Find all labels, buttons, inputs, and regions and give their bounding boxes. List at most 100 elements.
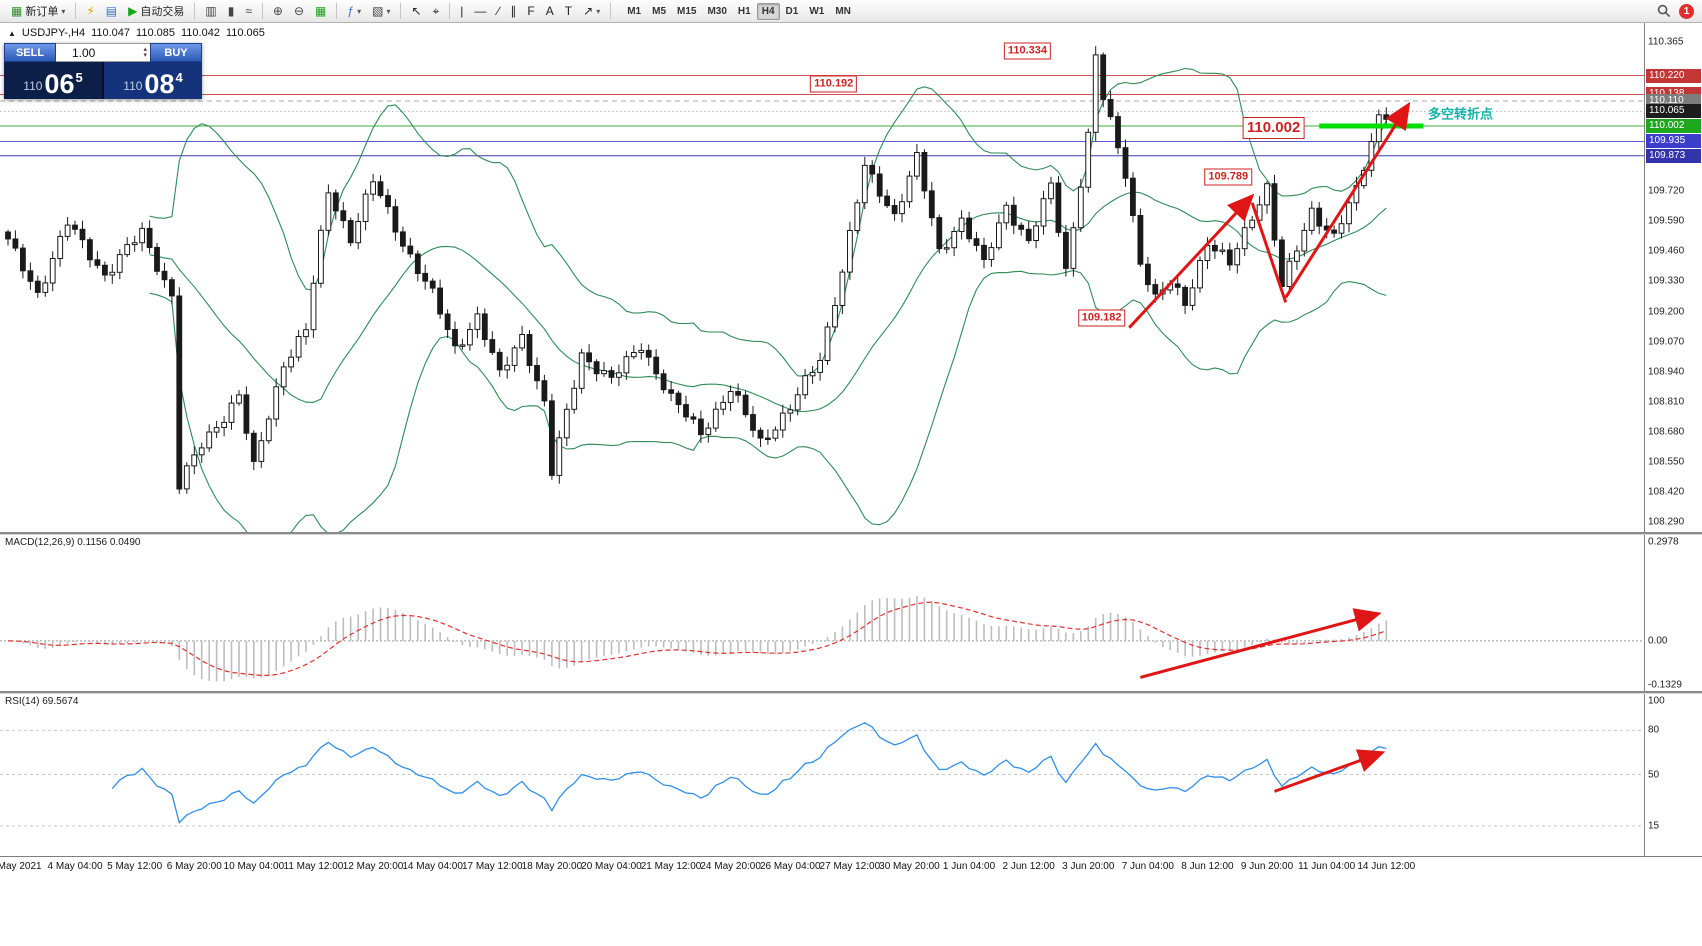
- macd-label: MACD(12,26,9) 0.1156 0.0490: [5, 537, 141, 548]
- volume-up-button[interactable]: ▴: [143, 45, 147, 53]
- time-axis-label: 14 May 04:00: [402, 861, 463, 872]
- autotrade-glyph: ▶: [128, 4, 138, 18]
- price-axis-label: 108.940: [1648, 366, 1685, 378]
- time-axis[interactable]: 3 May 2021 4 May 04:00 5 May 12:006 May 20…: [0, 856, 1702, 877]
- time-axis-label: 14 Jun 12:00: [1357, 861, 1416, 872]
- autotrade-button[interactable]: ▶ 自动交易: [123, 0, 189, 22]
- time-axis-label: 21 May 12:00: [640, 861, 702, 872]
- toolbar-separator: [261, 3, 263, 19]
- fibonacci-icon[interactable]: F: [522, 2, 539, 20]
- shapes-button[interactable]: ↗ ▾: [578, 2, 605, 20]
- lightning-icon-glyph: ⚡: [86, 4, 95, 18]
- bid-price[interactable]: 110 06 5: [4, 62, 102, 99]
- price-chart-canvas[interactable]: [0, 23, 1644, 532]
- time-axis-label: 27 May 12:00: [819, 861, 881, 872]
- price-level-tag: 109.873: [1646, 148, 1701, 163]
- price-axis[interactable]: 110.365 109.720 109.590 109.460 109.330 109.2…: [1644, 23, 1702, 856]
- rsi-canvas[interactable]: [0, 693, 1644, 856]
- time-axis-label: 5 May 12:00: [107, 861, 163, 872]
- new-order-button[interactable]: ▦ 新订单 ▾: [6, 0, 70, 22]
- channel-icon-glyph: ∥: [510, 4, 517, 18]
- zoom-out-icon-glyph: ⊖: [293, 4, 305, 18]
- macd-axis-max: 0.2978: [1648, 536, 1679, 548]
- search-icon[interactable]: [1657, 4, 1671, 18]
- timeframe-h1-button[interactable]: H1: [737, 5, 751, 17]
- trendline-icon[interactable]: ∕: [492, 2, 504, 20]
- volume-down-button[interactable]: ▾: [143, 51, 147, 59]
- sell-button[interactable]: SELL: [4, 43, 56, 62]
- timeframe-mn-button[interactable]: MN: [835, 5, 851, 17]
- tile-windows-icon[interactable]: ▦: [310, 2, 331, 20]
- autotrade-button-label: 自动交易: [140, 6, 185, 18]
- bars-chart-icon-glyph: ▥: [205, 4, 217, 18]
- buy-button[interactable]: BUY: [150, 43, 202, 62]
- cursor-icon[interactable]: ↖: [406, 2, 426, 20]
- caret-down-icon: ▾: [61, 6, 66, 16]
- new-order-button-label: 新订单: [25, 6, 59, 18]
- timeframe-m1-button[interactable]: M1: [627, 5, 642, 17]
- macd-axis-zero: 0.00: [1648, 635, 1668, 647]
- timeframe-d1-button[interactable]: D1: [785, 5, 799, 17]
- timeframe-group: M1 M5 M15 M30 H1 H4 D1 W1 MN: [622, 2, 856, 20]
- volume-stepper[interactable]: 1.00 ▴ ▾: [56, 43, 150, 62]
- panel-splitter[interactable]: [0, 532, 1702, 535]
- caret-down-icon: ▾: [386, 6, 391, 16]
- timeframe-m5-button[interactable]: M5: [652, 5, 667, 17]
- zoom-out-icon[interactable]: ⊖: [289, 2, 309, 20]
- toolbar-buttons: ▦ 新订单 ▾ ⚡ ▤ ▶ 自动交易 ▥ ▮ ≈ ⊕ ⊖ ▦ ƒ ▾ ▧ ▾ ↖ ⌖ | — ∕ ∥ F A T ↗ ▾ M1 M5 M15…: [6, 0, 1657, 22]
- notification-badge[interactable]: 1: [1679, 3, 1694, 19]
- channel-icon[interactable]: ∥: [505, 2, 521, 20]
- candles-chart-icon[interactable]: ▮: [223, 2, 240, 20]
- time-axis-label: 30 May 20:00: [879, 861, 940, 872]
- shapes-glyph: ↗: [583, 4, 594, 18]
- time-axis-label: 12 May 20:00: [342, 861, 404, 872]
- bars-chart-icon[interactable]: ▥: [200, 2, 221, 20]
- timeframe-w1-button[interactable]: W1: [809, 5, 825, 17]
- chart-ohlc-header: ▲ USDJPY-,H4 110.047 110.085 110.042 110…: [8, 27, 265, 39]
- price-divider: [102, 62, 104, 99]
- time-axis-label: 6 May 20:00: [166, 861, 222, 872]
- text-icon[interactable]: A: [541, 2, 559, 20]
- ask-price[interactable]: 110 08 4: [104, 62, 202, 99]
- timeframe-m15-button[interactable]: M15: [677, 5, 697, 17]
- macd-canvas[interactable]: [0, 534, 1644, 691]
- label-icon[interactable]: T: [560, 2, 577, 20]
- horizontal-line-icon[interactable]: —: [469, 2, 491, 20]
- price-axis-label: 109.590: [1648, 215, 1685, 227]
- time-axis-label: 4 May 04:00: [47, 861, 103, 872]
- open-value: 110.047: [91, 27, 131, 39]
- rsi-axis-label: 15: [1648, 820, 1660, 832]
- periods-button[interactable]: ▧ ▾: [367, 2, 395, 20]
- crosshair-icon-glyph: ⌖: [432, 4, 440, 18]
- time-axis-label: 18 May 20:00: [521, 861, 583, 872]
- panel-splitter[interactable]: [0, 691, 1702, 694]
- horizontal-line-icon-glyph: —: [474, 4, 487, 18]
- zoom-in-icon-glyph: ⊕: [272, 4, 283, 18]
- lightning-icon[interactable]: ⚡: [81, 2, 99, 20]
- crosshair-icon[interactable]: ⌖: [428, 2, 445, 20]
- timeframe-m30-button[interactable]: M30: [707, 5, 727, 17]
- rsi-label: RSI(14) 69.5674: [5, 696, 79, 707]
- timeframe-h4-button[interactable]: H4: [756, 2, 780, 20]
- price-level-tag: 110.065: [1646, 104, 1701, 119]
- caret-down-icon: ▾: [596, 6, 601, 16]
- price-level-tag: 110.002: [1646, 118, 1701, 133]
- rsi-axis-label: 100: [1648, 695, 1665, 707]
- volume-value[interactable]: 1.00: [72, 45, 96, 60]
- line-chart-icon[interactable]: ≈: [240, 2, 257, 20]
- vertical-line-icon[interactable]: |: [455, 2, 468, 20]
- price-axis-label: 110.365: [1648, 36, 1684, 48]
- rsi-axis-label: 80: [1648, 724, 1660, 736]
- time-axis-label: 26 May 04:00: [759, 861, 821, 872]
- one-click-trading-panel: SELL 1.00 ▴ ▾ BUY 110 06 5 110 08 4: [4, 43, 202, 99]
- toolbar-separator: [75, 3, 77, 19]
- chart-window[interactable]: 110.334 110.192 110.002 109.789 109.182 多空转折点…: [0, 23, 1702, 946]
- indicators-button[interactable]: ƒ ▾: [342, 2, 366, 20]
- collapse-triangle-icon[interactable]: ▲: [8, 28, 16, 38]
- zoom-in-icon[interactable]: ⊕: [268, 2, 288, 20]
- market-depth-icon[interactable]: ▤: [101, 2, 122, 20]
- time-axis-label: 24 May 20:00: [700, 861, 761, 872]
- text-icon-glyph: A: [545, 4, 554, 18]
- price-axis-label: 109.070: [1648, 336, 1685, 348]
- price-axis-label: 108.810: [1648, 396, 1685, 408]
